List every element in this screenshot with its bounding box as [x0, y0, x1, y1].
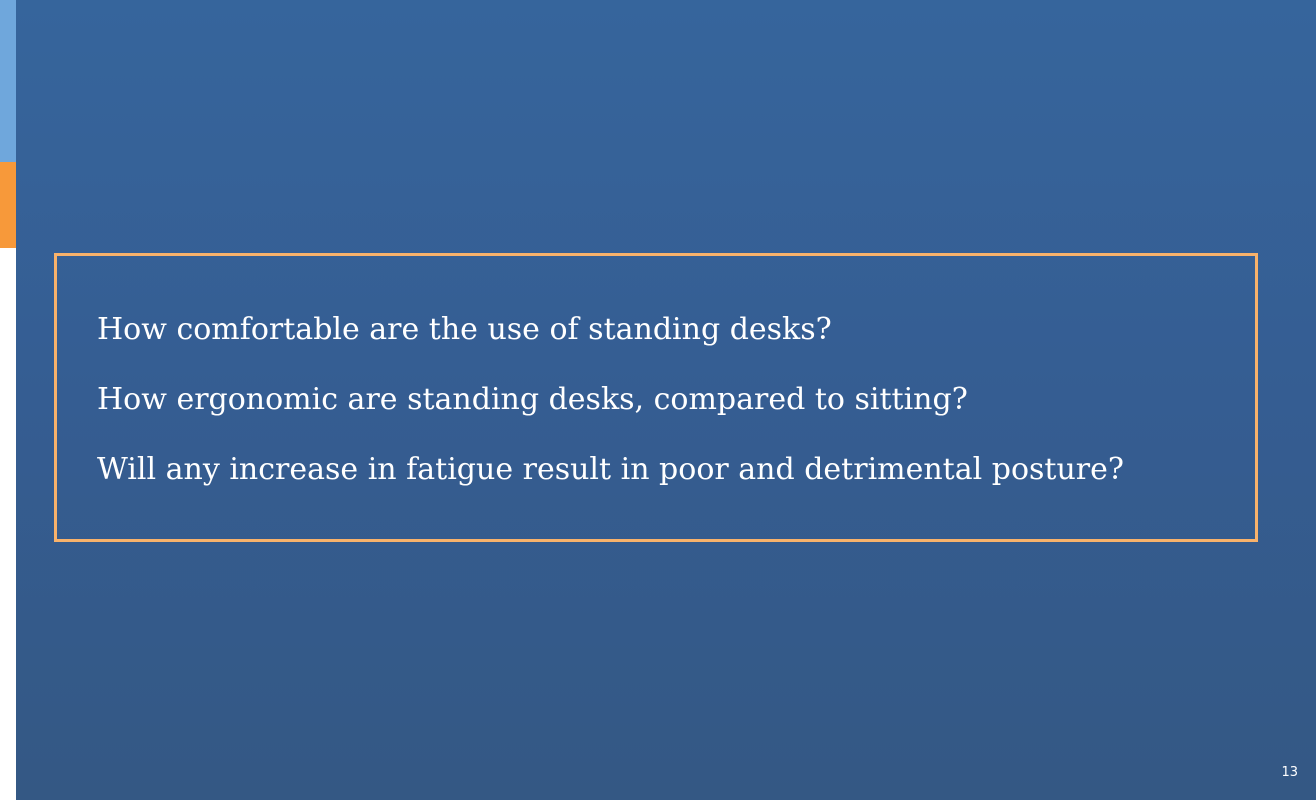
- accent-bar-orange: [0, 162, 16, 248]
- page-number: 13: [1281, 765, 1298, 780]
- question-comfort: How comfortable are the use of standing …: [97, 312, 832, 347]
- question-ergonomics: How ergonomic are standing desks, compar…: [97, 382, 968, 417]
- slide-content-area: How comfortable are the use of standing …: [16, 0, 1316, 800]
- accent-bar-blue: [0, 0, 16, 162]
- question-list: How comfortable are the use of standing …: [97, 312, 1124, 522]
- question-fatigue: Will any increase in fatigue result in p…: [97, 452, 1124, 487]
- question-box: How comfortable are the use of standing …: [54, 253, 1258, 542]
